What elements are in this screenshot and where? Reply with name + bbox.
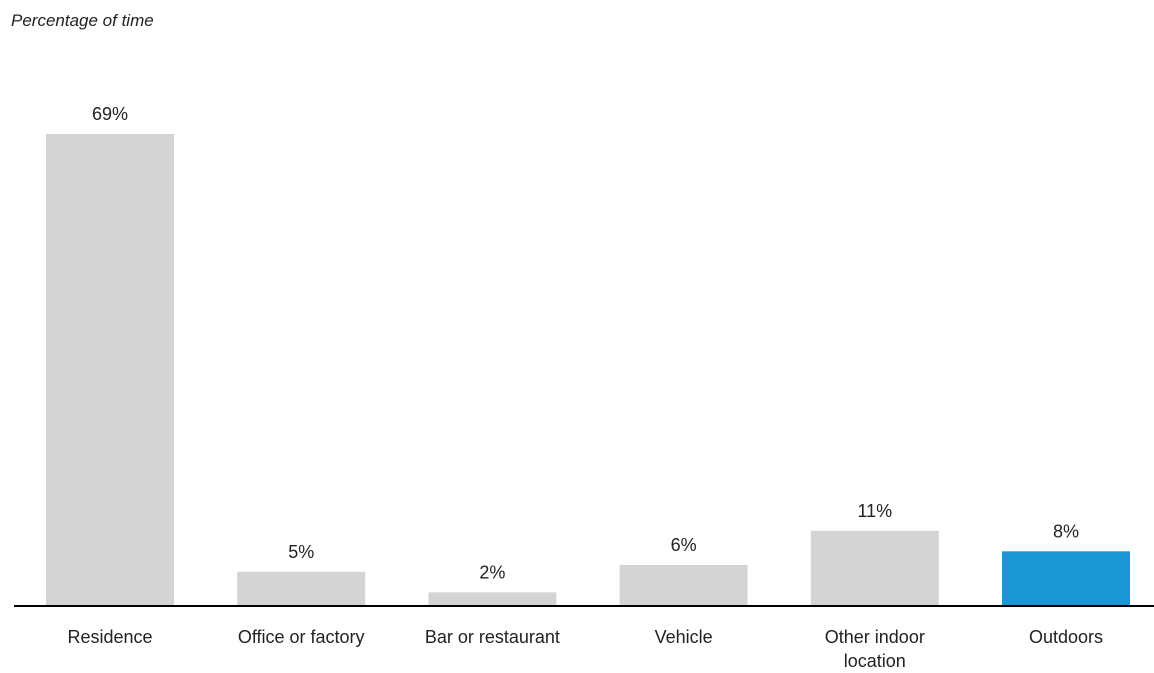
bar-vehicle: [619, 565, 748, 606]
value-label-bar-or-restaurant: 2%: [479, 562, 505, 582]
category-label-line: Office or factory: [238, 627, 365, 647]
category-label-line: location: [844, 651, 906, 671]
value-label-vehicle: 6%: [671, 535, 697, 555]
bar-outdoors: [1002, 551, 1130, 606]
bar-other-indoor-location: [810, 530, 939, 606]
category-label-line: Residence: [67, 627, 152, 647]
category-label-line: Vehicle: [655, 627, 713, 647]
category-label-bar-or-restaurant: Bar or restaurant: [425, 627, 560, 647]
bars-layer: [46, 134, 1130, 606]
category-label-residence: Residence: [67, 627, 152, 647]
bar-office-or-factory: [237, 571, 366, 606]
bar-bar-or-restaurant: [428, 592, 557, 606]
category-label-other-indoor-location: Other indoor location: [825, 627, 925, 671]
category-label-line: Bar or restaurant: [425, 627, 560, 647]
category-label-vehicle: Vehicle: [655, 627, 713, 647]
value-label-other-indoor-location: 11%: [857, 501, 892, 521]
category-label-office-or-factory: Office or factory: [238, 627, 365, 647]
bar-residence: [46, 134, 174, 606]
chart-title: Percentage of time: [11, 11, 154, 30]
category-labels-layer: Residence Office or factory Bar or restaur…: [67, 627, 1103, 671]
value-labels-layer: 69% 5% 2% 6% 11% 8%: [92, 104, 1079, 582]
value-label-residence: 69%: [92, 104, 128, 124]
value-label-outdoors: 8%: [1053, 521, 1079, 541]
category-label-line: Other indoor: [825, 627, 925, 647]
category-label-line: Outdoors: [1029, 627, 1103, 647]
category-label-outdoors: Outdoors: [1029, 627, 1103, 647]
value-label-office-or-factory: 5%: [288, 542, 314, 562]
